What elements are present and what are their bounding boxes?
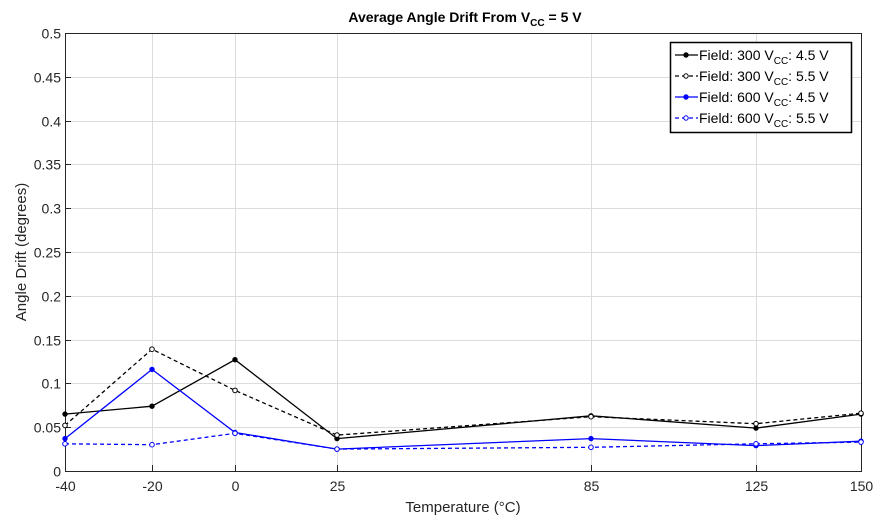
grid-lines <box>65 33 861 471</box>
x-tick-label: 25 <box>330 478 346 494</box>
data-point <box>753 441 759 447</box>
legend-box <box>669 41 853 134</box>
y-tick-label: 0 <box>53 464 61 480</box>
data-point <box>62 422 68 429</box>
legend-label-suffix: : 5.5 V <box>788 110 829 126</box>
series-1 <box>62 357 864 442</box>
legend-marker <box>683 94 689 100</box>
x-tick-label: 85 <box>584 478 600 494</box>
series-line <box>64 432 862 450</box>
data-point <box>149 366 155 373</box>
legend-label-suffix: : 5.5 V <box>788 68 829 84</box>
x-tick-label: 0 <box>232 478 240 494</box>
legend-label-main: Field: 300 V <box>699 47 774 63</box>
legend-marker <box>683 73 689 79</box>
legend-label: Field: 300 VCC: 4.5 V <box>699 47 829 67</box>
data-point <box>588 444 594 451</box>
data-point <box>334 432 340 438</box>
chart-title-suffix: = 5 V <box>545 9 583 25</box>
x-tick-label: 125 <box>745 478 769 494</box>
data-point <box>588 413 594 420</box>
x-tick-label: 150 <box>850 478 874 494</box>
data-point <box>232 387 238 394</box>
y-axis: 0 0.05 0.1 0.15 0.2 0.25 0.3 0.35 0.4 0.45 0.5 <box>34 26 71 480</box>
data-point <box>858 410 864 417</box>
legend-label: Field: 300 VCC: 5.5 V <box>699 68 829 88</box>
data-point <box>62 441 68 447</box>
series-2 <box>62 346 864 438</box>
legend-label-main: Field: 600 V <box>699 110 774 126</box>
data-point <box>232 430 238 437</box>
legend-label-main: Field: 600 V <box>699 89 774 105</box>
y-tick-label: 0.4 <box>42 114 62 130</box>
data-point <box>858 439 864 445</box>
y-tick-label: 0.3 <box>42 201 62 217</box>
legend-label-main: Field: 300 V <box>699 68 774 84</box>
legend-label-subscript: CC <box>774 98 788 109</box>
y-tick-label: 0.45 <box>34 70 61 86</box>
data-point <box>753 420 759 427</box>
data-point <box>232 357 238 363</box>
data-point <box>753 425 759 431</box>
y-tick-label: 0.15 <box>34 333 61 349</box>
legend-item: Field: 600 VCC: 5.5 V <box>675 110 829 130</box>
legend-label: Field: 600 VCC: 4.5 V <box>699 89 829 109</box>
y-tick-label: 0.1 <box>42 376 62 392</box>
legend-marker <box>683 115 689 121</box>
data-point <box>149 346 155 353</box>
y-tick-label: 0.05 <box>34 420 61 436</box>
chart-title-main: Average Angle Drift From V <box>348 9 530 25</box>
y-tick-label: 0.2 <box>42 289 62 305</box>
legend-label-suffix: : 4.5 V <box>788 47 829 63</box>
data-point <box>62 435 68 442</box>
series-line <box>64 348 862 436</box>
y-tick-label: 0.35 <box>34 157 61 173</box>
x-tick-label: -20 <box>142 478 162 494</box>
legend-item: Field: 300 VCC: 5.5 V <box>675 68 829 88</box>
series-group <box>62 346 864 452</box>
data-point <box>149 441 155 448</box>
y-tick-label: 0.25 <box>34 245 61 261</box>
chart-title: Average Angle Drift From VCC = 5 V <box>348 9 582 29</box>
series-line <box>64 358 862 440</box>
legend-label-subscript: CC <box>774 56 788 67</box>
data-point <box>149 403 155 409</box>
legend-item: Field: 600 VCC: 4.5 V <box>675 89 829 109</box>
series-4 <box>62 430 864 452</box>
legend-label-suffix: : 4.5 V <box>788 89 829 105</box>
x-axis: -40 -20 0 25 85 125 150 <box>55 465 873 494</box>
data-point <box>62 411 68 417</box>
data-point <box>588 435 594 442</box>
y-axis-title: Angle Drift (degrees) <box>13 183 30 321</box>
legend-label-subscript: CC <box>774 119 788 130</box>
data-point <box>334 446 340 452</box>
series-line <box>64 368 862 450</box>
legend-item: Field: 300 VCC: 4.5 V <box>675 47 829 67</box>
legend-marker <box>683 52 689 58</box>
chart-title-subscript: CC <box>530 18 544 29</box>
x-tick-label: -40 <box>55 478 75 494</box>
x-axis-title: Temperature (°C) <box>405 499 520 516</box>
legend-label-subscript: CC <box>774 77 788 88</box>
legend-label: Field: 600 VCC: 5.5 V <box>699 110 829 130</box>
series-3 <box>62 366 864 452</box>
y-tick-label: 0.5 <box>42 26 62 42</box>
